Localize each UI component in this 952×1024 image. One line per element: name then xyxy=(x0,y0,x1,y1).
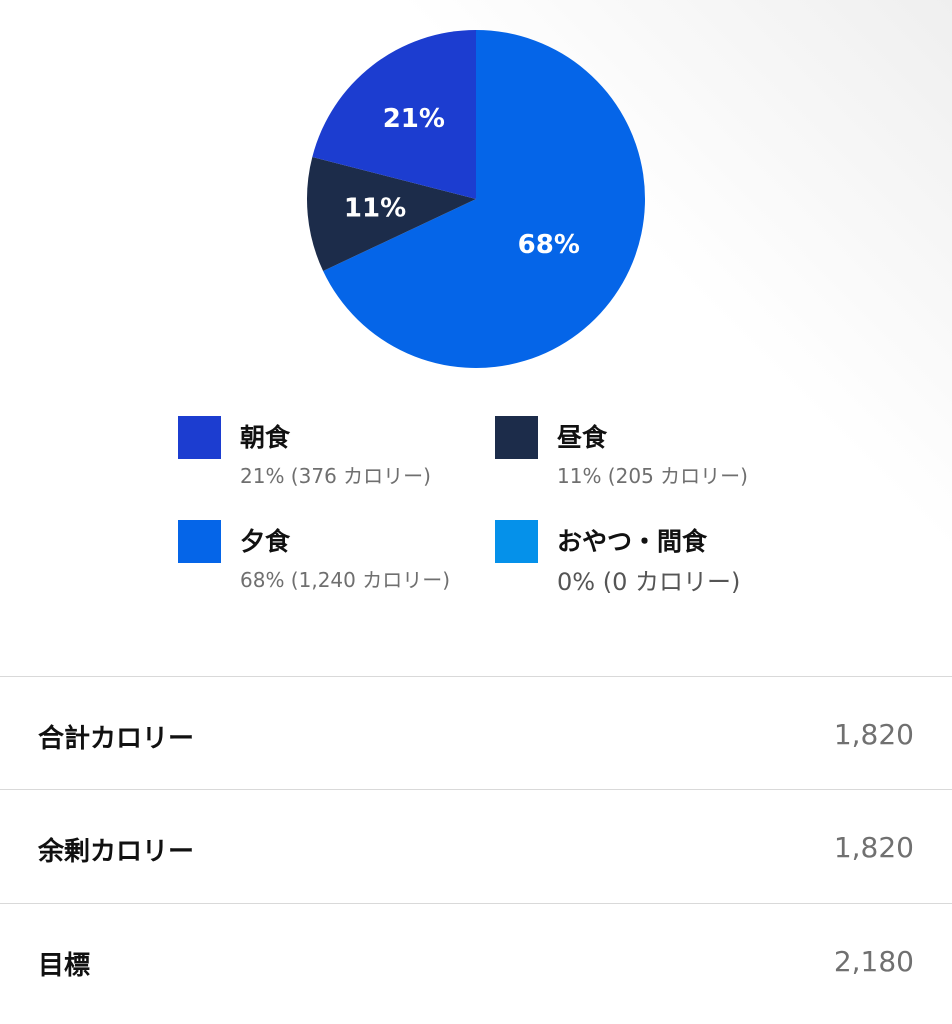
legend-name-lunch: 昼食 xyxy=(557,423,608,452)
legend-detail-dinner: 68% (1,240 カロリー) xyxy=(240,568,451,592)
legend-detail-breakfast: 21% (376 カロリー) xyxy=(240,464,431,488)
legend-detail-snack: 0% (0 カロリー) xyxy=(557,568,741,596)
divider xyxy=(0,903,952,904)
pie-slice-dinner xyxy=(323,30,646,368)
legend-swatch-breakfast xyxy=(178,416,221,459)
legend-name-dinner: 夕食 xyxy=(240,527,291,556)
legend-detail-lunch: 11% (205 カロリー) xyxy=(557,464,748,488)
legend-swatch-snack xyxy=(495,520,538,563)
pie-slice-breakfast xyxy=(312,30,476,199)
stat-value-total-calories: 1,820 xyxy=(833,718,914,751)
pie-slice-lunch xyxy=(307,156,476,271)
stat-label-goal: 目標 xyxy=(38,951,91,981)
legend-swatch-lunch xyxy=(495,416,538,459)
stat-label-surplus-calories: 余剰カロリー xyxy=(38,837,195,867)
legend-swatch-dinner xyxy=(178,520,221,563)
legend-name-snack: おやつ・間食 xyxy=(557,527,708,556)
stat-label-total-calories: 合計カロリー xyxy=(38,724,195,754)
divider xyxy=(0,789,952,790)
pie-slice-label-lunch: 11% xyxy=(344,194,406,224)
stat-value-surplus-calories: 1,820 xyxy=(833,831,914,864)
legend-name-breakfast: 朝食 xyxy=(240,423,291,452)
divider xyxy=(0,676,952,677)
calorie-pie-chart: 68% 11% 21% xyxy=(307,30,646,368)
stat-value-goal: 2,180 xyxy=(833,945,914,978)
pie-slice-label-breakfast: 21% xyxy=(383,104,445,134)
pie-slice-label-dinner: 68% xyxy=(518,230,580,260)
